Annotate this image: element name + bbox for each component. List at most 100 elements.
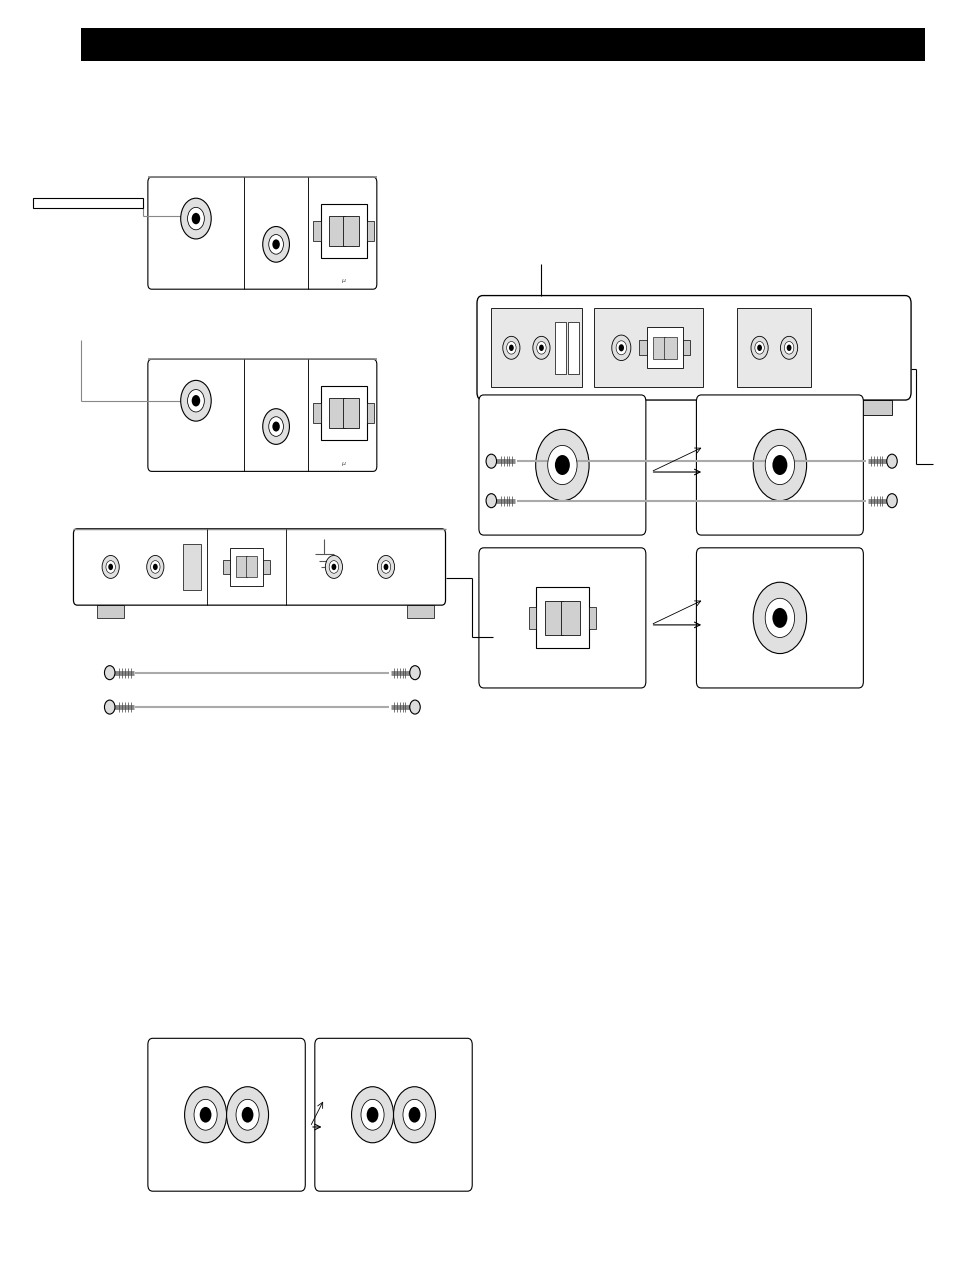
Bar — [560, 601, 579, 634]
Bar — [342, 399, 358, 428]
Bar — [652, 336, 665, 359]
Circle shape — [618, 344, 623, 352]
Circle shape — [611, 335, 630, 361]
Circle shape — [752, 429, 805, 501]
Bar — [246, 557, 257, 577]
Circle shape — [381, 561, 391, 573]
Bar — [320, 204, 366, 257]
Bar — [515, 400, 553, 415]
Bar — [183, 544, 201, 590]
Circle shape — [764, 599, 794, 637]
FancyBboxPatch shape — [148, 177, 376, 289]
FancyBboxPatch shape — [478, 395, 645, 535]
Bar — [33, 197, 143, 208]
Bar — [588, 606, 596, 629]
FancyBboxPatch shape — [696, 395, 862, 535]
Circle shape — [509, 344, 514, 352]
Bar — [682, 340, 690, 355]
Circle shape — [485, 494, 497, 507]
Circle shape — [102, 555, 119, 578]
Circle shape — [199, 1107, 212, 1122]
Bar — [737, 308, 810, 387]
Circle shape — [241, 1107, 253, 1122]
Circle shape — [533, 336, 550, 359]
Circle shape — [750, 336, 767, 359]
Bar — [594, 308, 702, 387]
Circle shape — [537, 341, 546, 354]
Circle shape — [409, 701, 419, 713]
Circle shape — [360, 1099, 384, 1130]
Circle shape — [105, 701, 114, 713]
Circle shape — [402, 1099, 426, 1130]
Circle shape — [764, 446, 794, 484]
Bar — [320, 386, 366, 440]
Circle shape — [754, 341, 763, 354]
Bar — [544, 601, 563, 634]
Circle shape — [886, 494, 896, 507]
Circle shape — [408, 1107, 420, 1122]
Circle shape — [193, 1099, 217, 1130]
Bar — [639, 340, 646, 355]
Bar — [262, 561, 270, 573]
Bar — [407, 605, 434, 618]
Circle shape — [180, 381, 211, 422]
FancyBboxPatch shape — [314, 1038, 472, 1191]
Bar — [235, 557, 247, 577]
Bar — [536, 587, 588, 648]
Circle shape — [106, 561, 115, 573]
Circle shape — [502, 336, 519, 359]
Circle shape — [393, 1087, 435, 1143]
Circle shape — [192, 213, 200, 224]
Circle shape — [235, 1099, 259, 1130]
Bar — [555, 321, 565, 375]
Circle shape — [351, 1087, 393, 1143]
Circle shape — [786, 344, 791, 352]
Circle shape — [192, 395, 200, 406]
FancyBboxPatch shape — [478, 548, 645, 688]
Text: $\mu$: $\mu$ — [340, 460, 346, 468]
Bar — [528, 606, 536, 629]
Bar — [366, 222, 374, 241]
Circle shape — [555, 455, 569, 475]
Bar — [230, 548, 262, 586]
Circle shape — [772, 608, 786, 628]
Circle shape — [783, 341, 793, 354]
Bar — [97, 605, 124, 618]
Bar — [366, 404, 374, 423]
FancyBboxPatch shape — [148, 359, 376, 471]
Circle shape — [506, 341, 516, 354]
Bar — [646, 327, 682, 368]
FancyBboxPatch shape — [476, 296, 910, 400]
Circle shape — [105, 665, 114, 680]
Circle shape — [272, 240, 279, 250]
Circle shape — [383, 563, 388, 571]
Bar — [342, 217, 358, 246]
Circle shape — [366, 1107, 378, 1122]
Bar — [663, 336, 676, 359]
Bar — [567, 321, 578, 375]
Circle shape — [151, 561, 160, 573]
FancyBboxPatch shape — [696, 548, 862, 688]
Bar — [222, 561, 230, 573]
Circle shape — [377, 555, 395, 578]
Bar — [328, 399, 344, 428]
FancyBboxPatch shape — [148, 1038, 305, 1191]
Bar — [313, 404, 320, 423]
Circle shape — [269, 234, 283, 255]
Circle shape — [269, 417, 283, 436]
Bar — [81, 28, 924, 61]
Circle shape — [188, 390, 204, 412]
Circle shape — [272, 422, 279, 432]
Circle shape — [757, 344, 761, 352]
Circle shape — [780, 336, 797, 359]
Text: $\mu$: $\mu$ — [340, 278, 346, 285]
Circle shape — [152, 563, 157, 571]
Circle shape — [485, 455, 497, 468]
Bar — [853, 400, 891, 415]
Circle shape — [262, 227, 289, 262]
Circle shape — [108, 563, 113, 571]
Bar — [491, 308, 582, 387]
Circle shape — [180, 199, 211, 240]
Circle shape — [184, 1087, 226, 1143]
Circle shape — [547, 446, 577, 484]
